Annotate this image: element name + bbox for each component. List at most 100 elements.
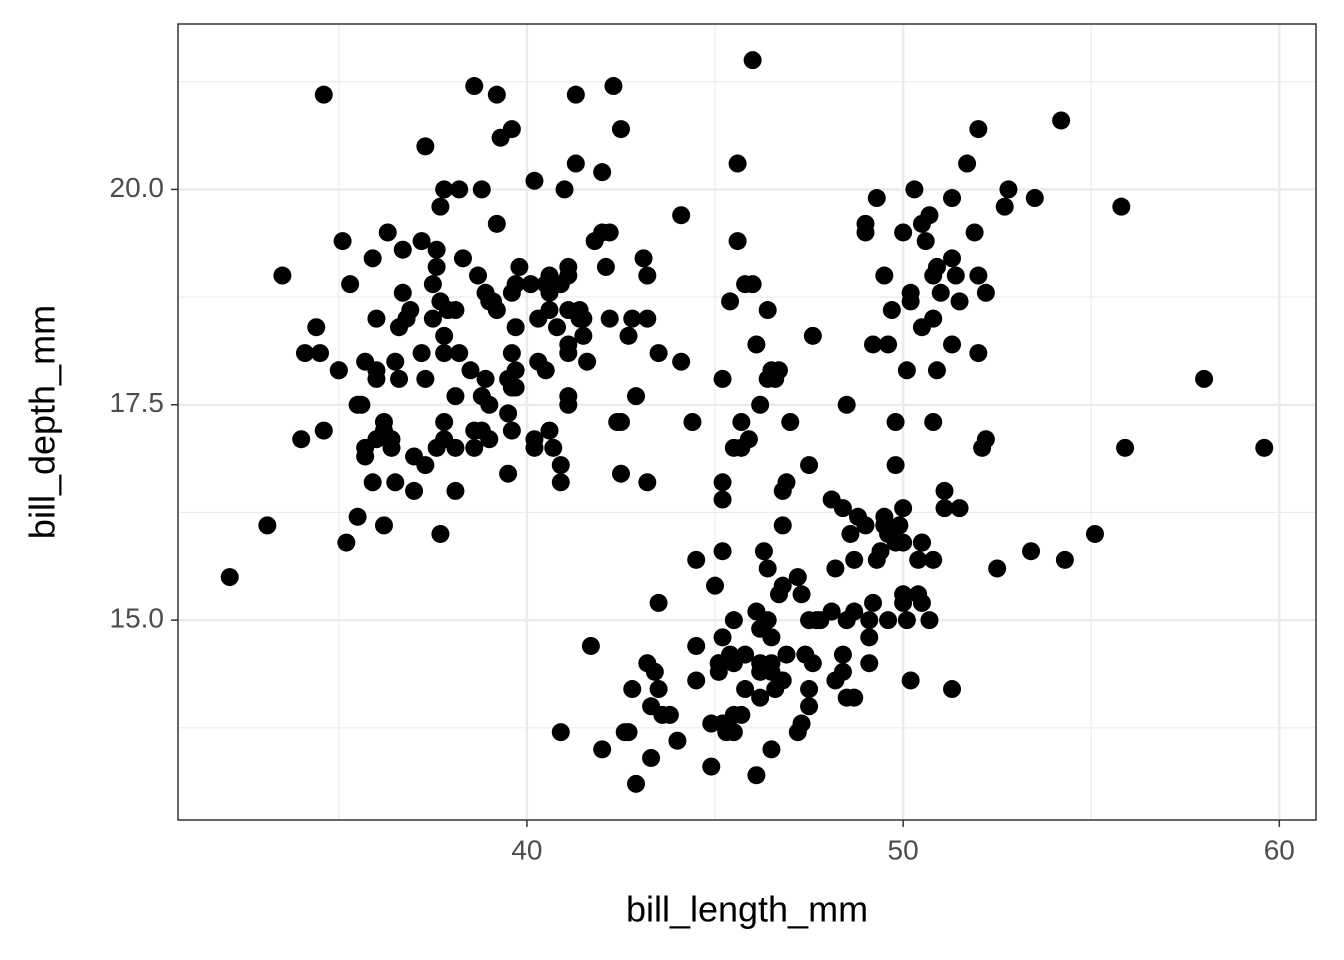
- point: [732, 413, 751, 431]
- point: [856, 214, 875, 233]
- point: [337, 533, 356, 552]
- point: [649, 680, 668, 699]
- point: [909, 550, 928, 569]
- point: [506, 378, 525, 397]
- point: [672, 206, 691, 225]
- point: [314, 85, 333, 104]
- point: [894, 223, 913, 242]
- point: [758, 369, 777, 388]
- point: [969, 344, 988, 363]
- point: [446, 438, 465, 457]
- point: [788, 568, 807, 587]
- point: [502, 344, 521, 363]
- point: [367, 430, 386, 449]
- point: [461, 361, 480, 380]
- point: [540, 421, 559, 440]
- point: [374, 516, 393, 535]
- point: [713, 473, 732, 492]
- point: [912, 533, 931, 552]
- point: [943, 680, 962, 699]
- point: [502, 120, 521, 139]
- point: [943, 335, 962, 354]
- point: [702, 714, 721, 733]
- point: [724, 611, 743, 630]
- point: [754, 542, 773, 561]
- point: [683, 413, 702, 431]
- point: [559, 344, 578, 363]
- point: [529, 309, 548, 328]
- point: [311, 344, 330, 363]
- x-tick-label: 40: [511, 834, 542, 865]
- y-tick-label: 17.5: [110, 387, 165, 418]
- point: [713, 369, 732, 388]
- point: [638, 309, 657, 328]
- point: [958, 154, 977, 173]
- point: [295, 344, 314, 363]
- point: [638, 473, 657, 492]
- point: [627, 387, 646, 406]
- point: [450, 180, 469, 199]
- point: [427, 240, 446, 259]
- point: [777, 645, 796, 664]
- point: [548, 318, 567, 337]
- point: [833, 662, 852, 681]
- point: [894, 499, 913, 518]
- point: [1052, 111, 1071, 130]
- point: [487, 214, 506, 233]
- point: [642, 748, 661, 767]
- point: [924, 550, 943, 569]
- point: [634, 249, 653, 268]
- point: [897, 361, 916, 380]
- point: [924, 309, 943, 328]
- point: [645, 662, 664, 681]
- point: [521, 275, 540, 294]
- point: [506, 275, 525, 294]
- point: [773, 481, 792, 500]
- x-tick-label: 50: [888, 834, 919, 865]
- point: [649, 344, 668, 363]
- point: [728, 232, 747, 251]
- point: [762, 628, 781, 647]
- point: [912, 593, 931, 612]
- point: [390, 369, 409, 388]
- y-axis-title: bill_depth_mm: [22, 305, 63, 539]
- x-tick-label: 60: [1264, 834, 1295, 865]
- point: [668, 731, 687, 750]
- point: [619, 723, 638, 742]
- point: [800, 611, 819, 630]
- point: [943, 249, 962, 268]
- point: [792, 585, 811, 604]
- point: [935, 499, 954, 518]
- point: [307, 318, 326, 337]
- point: [623, 309, 642, 328]
- point: [611, 464, 630, 483]
- point: [378, 223, 397, 242]
- x-axis-title: bill_length_mm: [626, 889, 868, 930]
- point: [687, 550, 706, 569]
- point: [988, 559, 1007, 578]
- point: [611, 413, 630, 431]
- point: [292, 430, 311, 449]
- point: [875, 516, 894, 535]
- point: [559, 257, 578, 276]
- point: [604, 77, 623, 96]
- point: [736, 680, 755, 699]
- point: [660, 705, 679, 724]
- point: [826, 559, 845, 578]
- point: [894, 585, 913, 604]
- point: [965, 223, 984, 242]
- point: [924, 266, 943, 285]
- point: [837, 611, 856, 630]
- point: [687, 671, 706, 690]
- point: [435, 344, 454, 363]
- point: [393, 240, 412, 259]
- point: [800, 697, 819, 716]
- point: [393, 283, 412, 302]
- point: [886, 533, 905, 552]
- point: [969, 266, 988, 285]
- point: [593, 740, 612, 759]
- point: [329, 361, 348, 380]
- point: [848, 507, 867, 526]
- point: [882, 301, 901, 320]
- panel-border: [177, 23, 1317, 821]
